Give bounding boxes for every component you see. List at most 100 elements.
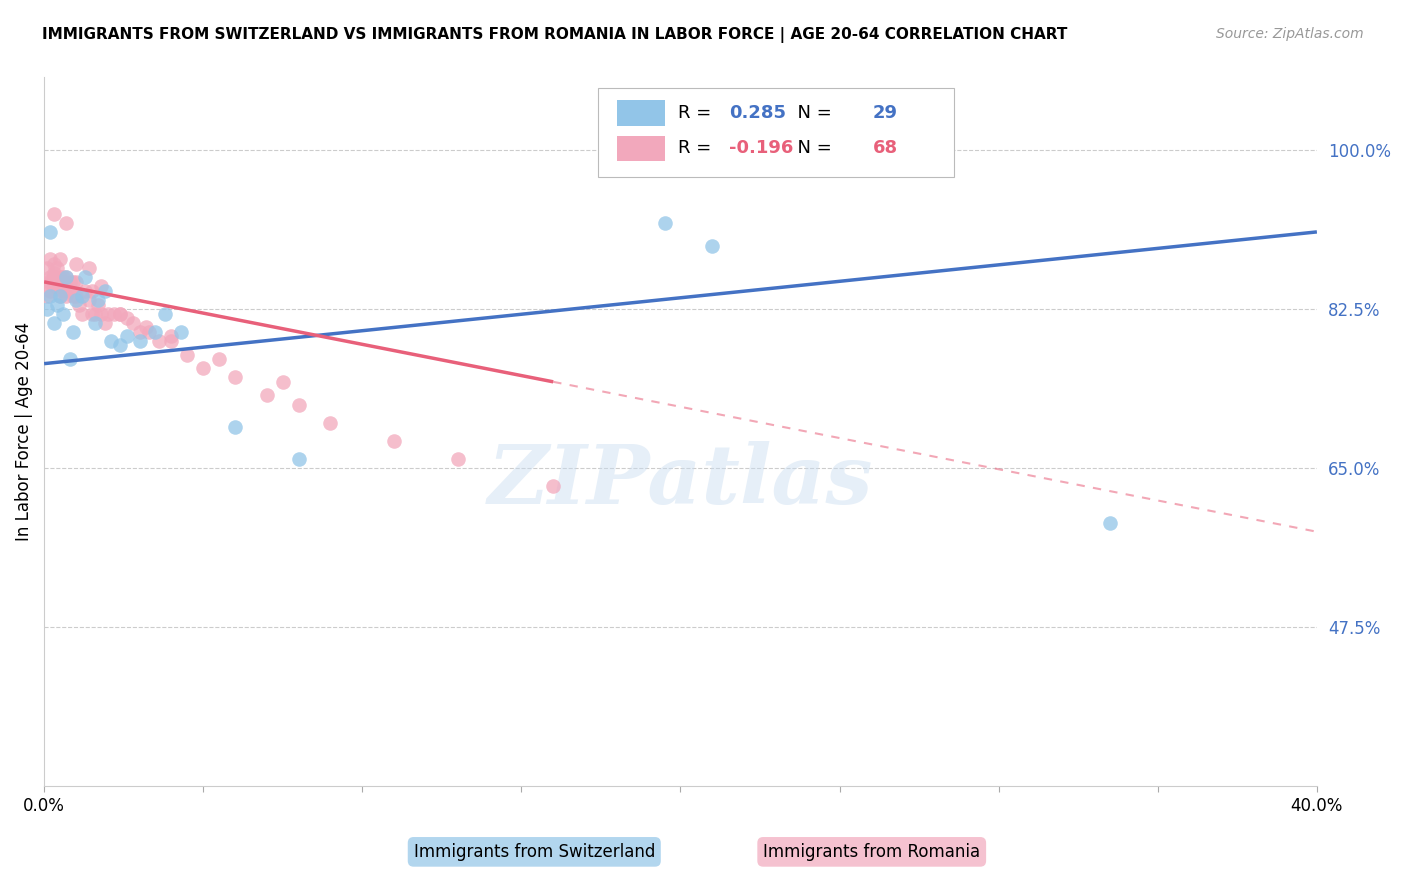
- Point: [93, 284, 115, 298]
- Point: [49, 252, 72, 267]
- Point: [37, 288, 59, 302]
- Point: [87, 297, 110, 311]
- Point: [42, 266, 65, 280]
- Point: [49, 288, 72, 302]
- Text: 0.285: 0.285: [728, 103, 786, 122]
- Point: [49, 270, 72, 285]
- Point: [75, 284, 97, 298]
- Point: [77, 261, 100, 276]
- Point: [170, 325, 193, 339]
- Point: [84, 307, 107, 321]
- Point: [110, 338, 132, 352]
- Point: [110, 307, 132, 321]
- Point: [67, 297, 90, 311]
- Point: [224, 420, 246, 434]
- Point: [148, 334, 170, 348]
- Point: [115, 329, 138, 343]
- Point: [52, 284, 75, 298]
- Point: [75, 270, 97, 285]
- Point: [80, 284, 103, 298]
- Point: [52, 270, 75, 285]
- Point: [39, 252, 62, 267]
- Point: [37, 302, 59, 317]
- Point: [55, 216, 77, 230]
- Point: [287, 398, 309, 412]
- Point: [39, 288, 62, 302]
- Point: [100, 334, 122, 348]
- Text: Immigrants from Switzerland: Immigrants from Switzerland: [413, 843, 655, 861]
- Point: [55, 288, 77, 302]
- Point: [52, 275, 75, 289]
- Point: [65, 257, 87, 271]
- Point: [62, 288, 84, 302]
- Point: [145, 325, 167, 339]
- Point: [65, 275, 87, 289]
- Text: Source: ZipAtlas.com: Source: ZipAtlas.com: [1216, 27, 1364, 41]
- Point: [103, 307, 125, 321]
- Text: R =: R =: [678, 139, 717, 157]
- Point: [42, 270, 65, 285]
- Point: [49, 279, 72, 293]
- Text: N =: N =: [786, 103, 838, 122]
- Text: -0.196: -0.196: [728, 139, 793, 157]
- Point: [37, 261, 59, 276]
- Point: [72, 288, 94, 302]
- Point: [122, 316, 145, 330]
- Point: [77, 293, 100, 307]
- Point: [382, 434, 405, 448]
- Point: [160, 329, 183, 343]
- Point: [193, 361, 215, 376]
- Point: [87, 293, 110, 307]
- Point: [45, 279, 67, 293]
- Point: [62, 325, 84, 339]
- Point: [52, 307, 75, 321]
- Point: [45, 261, 67, 276]
- Text: 68: 68: [873, 139, 898, 157]
- Point: [135, 320, 157, 334]
- Text: N =: N =: [786, 139, 838, 157]
- Point: [72, 307, 94, 321]
- Point: [39, 275, 62, 289]
- Point: [224, 370, 246, 384]
- Point: [49, 288, 72, 302]
- Point: [55, 270, 77, 285]
- Point: [39, 225, 62, 239]
- Point: [39, 284, 62, 298]
- Point: [90, 279, 112, 293]
- Point: [160, 334, 183, 348]
- Point: [42, 257, 65, 271]
- Point: [45, 297, 67, 311]
- Point: [319, 416, 342, 430]
- Y-axis label: In Labor Force | Age 20-64: In Labor Force | Age 20-64: [15, 322, 32, 541]
- Point: [45, 275, 67, 289]
- Point: [58, 352, 80, 367]
- Point: [55, 270, 77, 285]
- Point: [654, 216, 676, 230]
- Point: [287, 452, 309, 467]
- Point: [42, 316, 65, 330]
- Point: [39, 270, 62, 285]
- Point: [42, 279, 65, 293]
- Point: [256, 388, 278, 402]
- Point: [93, 316, 115, 330]
- Point: [1099, 516, 1122, 530]
- Point: [80, 307, 103, 321]
- Text: 29: 29: [873, 103, 897, 122]
- Point: [58, 275, 80, 289]
- Point: [271, 375, 294, 389]
- Point: [55, 279, 77, 293]
- Point: [208, 352, 231, 367]
- Text: IMMIGRANTS FROM SWITZERLAND VS IMMIGRANTS FROM ROMANIA IN LABOR FORCE | AGE 20-6: IMMIGRANTS FROM SWITZERLAND VS IMMIGRANT…: [42, 27, 1067, 43]
- Point: [541, 479, 564, 493]
- Point: [138, 325, 160, 339]
- Point: [62, 275, 84, 289]
- Point: [447, 452, 470, 467]
- Point: [891, 143, 914, 157]
- Point: [115, 311, 138, 326]
- FancyBboxPatch shape: [598, 88, 955, 177]
- Point: [128, 325, 150, 339]
- Point: [97, 307, 120, 321]
- Point: [153, 307, 176, 321]
- Point: [84, 316, 107, 330]
- Text: Immigrants from Romania: Immigrants from Romania: [763, 843, 980, 861]
